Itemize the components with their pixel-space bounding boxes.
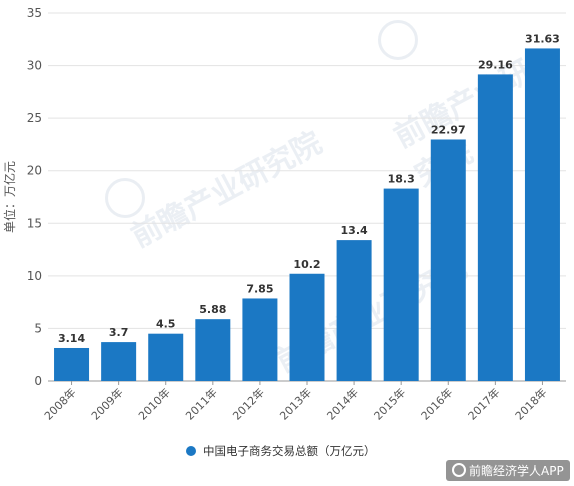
legend-marker bbox=[186, 446, 196, 456]
bar bbox=[289, 273, 325, 381]
footer-watermark: 前瞻经济学人APP bbox=[446, 460, 570, 481]
y-axis-label: 单位：万亿元 bbox=[2, 161, 17, 233]
x-tick-label: 2014年 bbox=[324, 385, 361, 422]
x-tick-label: 2008年 bbox=[41, 385, 78, 422]
data-label: 22.97 bbox=[431, 123, 466, 136]
bar bbox=[430, 139, 466, 381]
bar bbox=[148, 333, 184, 381]
x-tick-label: 2011年 bbox=[182, 385, 219, 422]
x-tick-label: 2010年 bbox=[135, 385, 172, 422]
x-tick-label: 2009年 bbox=[88, 385, 125, 422]
y-tick-label: 15 bbox=[27, 216, 42, 230]
footer-watermark-label: 前瞻经济学人APP bbox=[469, 464, 564, 478]
data-label: 3.14 bbox=[58, 332, 85, 345]
y-tick-label: 10 bbox=[27, 269, 42, 283]
data-label: 29.16 bbox=[478, 58, 513, 71]
app-logo-icon bbox=[452, 463, 466, 477]
x-tick-label: 2016年 bbox=[418, 385, 455, 422]
x-tick-label: 2015年 bbox=[371, 385, 408, 422]
x-tick-label: 2018年 bbox=[512, 385, 549, 422]
bar bbox=[383, 188, 419, 381]
bar bbox=[242, 298, 278, 381]
data-label: 10.2 bbox=[293, 258, 320, 271]
data-label: 18.3 bbox=[388, 173, 415, 186]
data-label: 3.7 bbox=[109, 326, 129, 339]
bar bbox=[477, 74, 513, 381]
data-label: 5.88 bbox=[199, 303, 226, 316]
y-tick-label: 35 bbox=[27, 6, 42, 20]
y-tick-label: 5 bbox=[34, 321, 42, 335]
data-label: 31.63 bbox=[525, 32, 560, 45]
y-tick-label: 0 bbox=[34, 374, 42, 388]
watermark-logo-icon bbox=[378, 20, 418, 60]
bar bbox=[101, 342, 137, 381]
legend-label: 中国电子商务交易总额（万亿元） bbox=[203, 444, 376, 458]
y-tick-label: 20 bbox=[27, 164, 42, 178]
data-label: 4.5 bbox=[156, 318, 176, 331]
x-tick-label: 2012年 bbox=[230, 385, 267, 422]
bar bbox=[524, 48, 560, 382]
y-tick-label: 30 bbox=[27, 59, 42, 73]
y-tick-label: 25 bbox=[27, 111, 42, 125]
bar bbox=[336, 240, 372, 381]
x-tick-label: 2013年 bbox=[277, 385, 314, 422]
data-label: 13.4 bbox=[341, 224, 368, 237]
x-tick-label: 2017年 bbox=[465, 385, 502, 422]
data-label: 7.85 bbox=[246, 282, 273, 295]
bar bbox=[195, 319, 231, 381]
watermark-logo-icon bbox=[105, 178, 145, 218]
bar bbox=[54, 347, 90, 381]
